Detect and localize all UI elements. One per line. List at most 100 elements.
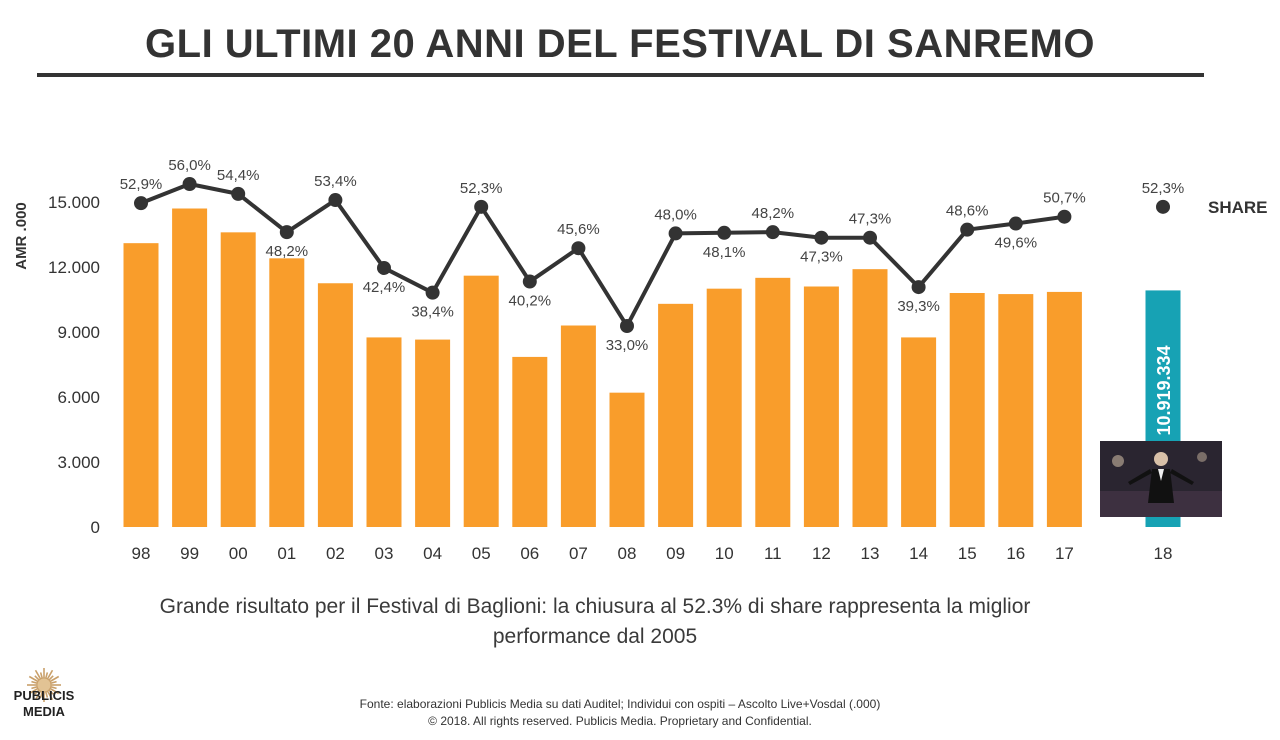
share-point-13: [863, 230, 877, 245]
y-tick-label: 9.000: [57, 323, 100, 342]
bar-17: [1046, 291, 1082, 527]
x-tick-label: 02: [326, 544, 345, 563]
share-label-05: 52,3%: [460, 180, 503, 197]
audience-chart: 10.919.334 0 3.000 6.000 9.000 12.000 15.000 A…: [13, 157, 1268, 563]
share-point-15: [960, 222, 975, 237]
share-point-07: [571, 241, 586, 256]
bar-99: [172, 208, 208, 527]
share-label-99: 56,0%: [168, 157, 211, 174]
share-label-14: 39,3%: [897, 298, 940, 315]
share-label-06: 40,2%: [509, 293, 552, 310]
x-tick-label: 17: [1055, 544, 1074, 563]
share-point-04: [425, 285, 440, 300]
x-tick-label: 18: [1154, 544, 1173, 563]
bar-03: [366, 337, 402, 527]
bar-04: [415, 339, 451, 527]
x-tick-label: 04: [423, 544, 442, 563]
share-point-14: [911, 280, 926, 295]
bar-10: [706, 288, 742, 527]
bar-07: [560, 325, 596, 527]
share-line: [140, 182, 1065, 328]
x-tick-label: 09: [666, 544, 685, 563]
share-point-03: [377, 260, 391, 275]
bar-12: [803, 286, 839, 527]
bar-16: [998, 294, 1034, 527]
bar-15: [949, 293, 985, 527]
share-label-01: 48,2%: [266, 243, 309, 260]
share-label-00: 54,4%: [217, 167, 260, 184]
x-tick-label: 07: [569, 544, 588, 563]
source-note: Fonte: elaborazioni Publicis Media su da…: [359, 697, 881, 711]
y-tick-label: 6.000: [57, 388, 100, 407]
share-point-17: [1057, 209, 1072, 224]
x-tick-label: 11: [764, 544, 782, 563]
share-point-01: [279, 225, 294, 240]
share-labels-layer: 52,9% 56,0% 54,4% 48,2% 53,4% 42,4% 38,4% 52,3%…: [120, 157, 1185, 354]
x-tick-label: 12: [812, 544, 831, 563]
share-label-12: 47,3%: [800, 249, 843, 266]
share-label-15: 48,6%: [946, 203, 989, 220]
x-tick-label: 08: [618, 544, 637, 563]
bar-06: [512, 356, 548, 527]
publicis-logo: [27, 668, 61, 702]
legend-label-share: SHARE: [1208, 198, 1268, 217]
bar-02: [317, 283, 353, 527]
share-point-06: [522, 274, 537, 289]
share-label-16: 49,6%: [995, 235, 1038, 252]
share-point-00: [231, 186, 246, 201]
title-divider: [37, 73, 1204, 77]
share-label-10: 48,1%: [703, 244, 746, 261]
sun-logo-icon: [27, 668, 61, 702]
x-tick-label: 10: [715, 544, 734, 563]
bar-08: [609, 392, 645, 527]
x-axis: 98 99 00 01 02 03 04 05 06 07 08 09 10 11 12 13 14 15 16 17…: [132, 544, 1173, 563]
share-label-04: 38,4%: [411, 304, 454, 321]
x-tick-label: 00: [229, 544, 248, 563]
y-tick-label: 3.000: [57, 453, 100, 472]
y-axis-label: AMR .000: [13, 202, 30, 270]
share-point-02: [328, 193, 343, 208]
x-tick-label: 14: [909, 544, 928, 563]
y-tick-label: 15.000: [48, 193, 100, 212]
bar-14: [901, 337, 937, 527]
chart-caption: Grande risultato per il Festival di Bagl…: [159, 595, 1031, 648]
bars-layer: 10.919.334: [123, 208, 1181, 528]
x-tick-label: 99: [180, 544, 199, 563]
page-title: GLI ULTIMI 20 ANNI DEL FESTIVAL DI SANRE…: [145, 22, 1095, 66]
share-point-16: [1008, 216, 1023, 231]
bar-13: [852, 269, 888, 527]
share-line-layer: [134, 177, 1170, 333]
share-label-02: 53,4%: [314, 173, 357, 190]
x-tick-label: 98: [132, 544, 151, 563]
x-tick-label: 16: [1006, 544, 1025, 563]
share-point-98: [134, 196, 148, 211]
logo-text-media: MEDIA: [23, 704, 65, 719]
share-label-08: 33,0%: [606, 337, 649, 354]
x-tick-label: 03: [375, 544, 394, 563]
share-label-98: 52,9%: [120, 176, 163, 193]
share-label-03: 42,4%: [363, 279, 406, 296]
share-point-08: [620, 319, 634, 333]
x-tick-label: 13: [861, 544, 880, 563]
highlight-bar-label: 10.919.334: [1154, 345, 1174, 435]
x-tick-label: 05: [472, 544, 491, 563]
bar-98: [123, 243, 159, 527]
share-point-10: [717, 225, 732, 240]
x-tick-label: 06: [520, 544, 539, 563]
share-label-07: 45,6%: [557, 221, 600, 238]
share-label-17: 50,7%: [1043, 190, 1086, 207]
share-label-09: 48,0%: [654, 206, 697, 223]
share-point-11: [765, 225, 780, 240]
x-tick-label: 01: [277, 544, 296, 563]
share-point-18: [1156, 199, 1170, 214]
bar-11: [755, 277, 791, 527]
share-label-13: 47,3%: [849, 211, 892, 228]
bar-01: [269, 258, 305, 527]
share-point-09: [668, 226, 683, 241]
x-tick-label: 15: [958, 544, 977, 563]
share-point-12: [814, 230, 829, 245]
share-label-18: 52,3%: [1142, 180, 1185, 197]
y-tick-label: 12.000: [48, 258, 100, 277]
y-tick-label: 0: [91, 518, 100, 537]
share-label-11: 48,2%: [752, 205, 795, 222]
